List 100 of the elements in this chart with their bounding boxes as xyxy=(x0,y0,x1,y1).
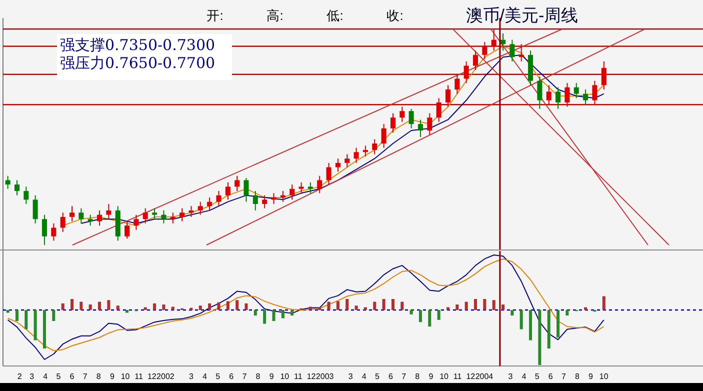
bar xyxy=(308,306,312,310)
candlestick xyxy=(244,178,249,202)
text: 高: xyxy=(266,8,284,23)
candlestick xyxy=(180,208,185,222)
x-tick-label: 10 xyxy=(120,372,130,381)
bar xyxy=(98,302,102,310)
candlestick xyxy=(188,206,194,218)
candlestick xyxy=(124,220,130,240)
bar xyxy=(327,302,330,310)
x-tick-label: 7 xyxy=(561,372,566,381)
bar xyxy=(382,299,386,310)
candlestick xyxy=(372,138,378,155)
candlestick xyxy=(354,147,359,164)
x-tick-label: 3 xyxy=(348,372,354,381)
candlestick xyxy=(400,106,405,122)
bar xyxy=(217,302,220,310)
candlestick xyxy=(556,86,561,110)
bar xyxy=(198,306,202,310)
x-tick-label: 5 xyxy=(216,372,221,381)
bar xyxy=(153,303,156,310)
annotation: 强压力0.7650-0.7700 xyxy=(60,54,216,72)
candlestick xyxy=(161,210,166,224)
bar xyxy=(510,310,514,316)
x-tick-label: 12 xyxy=(306,372,316,381)
bar xyxy=(336,301,340,310)
bar xyxy=(171,306,174,310)
bar xyxy=(418,310,422,322)
x-tick-label: 5 xyxy=(534,372,540,381)
bar xyxy=(80,302,83,310)
text: 低: xyxy=(326,8,344,23)
candlestick xyxy=(106,203,112,220)
candlestick xyxy=(271,192,276,204)
candlestick xyxy=(152,208,158,220)
bar xyxy=(281,310,284,318)
x-tick-label: 11 xyxy=(294,372,303,381)
candlestick xyxy=(335,158,340,172)
candlestick xyxy=(601,60,606,90)
x-tick-label: 7 xyxy=(402,372,407,381)
bar xyxy=(584,307,588,310)
bar xyxy=(272,310,276,321)
candlestick xyxy=(207,196,212,211)
x-tick-label: 8 xyxy=(415,372,420,381)
candlestick xyxy=(564,82,570,108)
bar xyxy=(566,310,569,316)
candlestick xyxy=(491,28,496,52)
candlestick xyxy=(427,112,432,136)
bar xyxy=(88,304,92,310)
candlestick xyxy=(198,201,203,216)
candlestick xyxy=(326,162,332,186)
candlestick xyxy=(381,124,386,148)
x-tick-label: 12 xyxy=(147,372,157,381)
bar xyxy=(492,300,496,310)
bar xyxy=(236,300,239,310)
candlestick xyxy=(482,41,488,60)
candlestick xyxy=(592,80,598,106)
candlestick xyxy=(88,214,93,226)
candlestick xyxy=(574,82,579,99)
candlestick xyxy=(390,112,396,134)
bar xyxy=(428,310,432,326)
x-tick-label: 10 xyxy=(280,372,290,381)
bar xyxy=(15,310,18,321)
candlestick xyxy=(24,186,29,204)
bar xyxy=(6,310,10,313)
x-tick-label: 5 xyxy=(56,372,62,381)
x-tick-label: 10 xyxy=(440,372,450,381)
bar xyxy=(602,296,606,310)
x-tick-label: 12 xyxy=(466,372,476,381)
candlestick xyxy=(60,212,66,233)
bar xyxy=(446,307,450,310)
bar xyxy=(520,310,523,330)
candlestick xyxy=(472,50,478,71)
candlestick xyxy=(225,182,230,200)
bar xyxy=(391,299,394,310)
candlestick xyxy=(344,154,350,168)
candlestick xyxy=(69,206,74,222)
bar xyxy=(502,304,504,310)
x-tick-label: 11 xyxy=(453,372,462,381)
bar xyxy=(318,307,322,310)
candlestick xyxy=(97,210,102,226)
bar xyxy=(456,304,459,310)
bar xyxy=(162,304,166,310)
candlestick xyxy=(510,39,515,62)
x-tick-label: 4 xyxy=(522,372,527,381)
x-tick-label: 6 xyxy=(229,372,234,381)
x-tick-label: 3 xyxy=(508,372,514,381)
x-tick-label: 3 xyxy=(30,372,35,381)
bar xyxy=(208,303,212,310)
candlestick xyxy=(308,182,313,194)
x-tick-label: 6 xyxy=(70,372,75,381)
x-tick-label: 6 xyxy=(548,372,554,381)
candlestick xyxy=(298,182,304,194)
candlestick xyxy=(500,32,506,52)
text: 收: xyxy=(386,8,404,23)
annotation: 强支撑0.7350-0.7300 xyxy=(60,36,216,54)
bar xyxy=(52,310,56,321)
candlestick xyxy=(51,222,56,242)
x-tick-label: 2004 xyxy=(475,372,494,381)
bar xyxy=(42,310,46,348)
bar xyxy=(34,310,37,340)
bar xyxy=(254,310,257,316)
